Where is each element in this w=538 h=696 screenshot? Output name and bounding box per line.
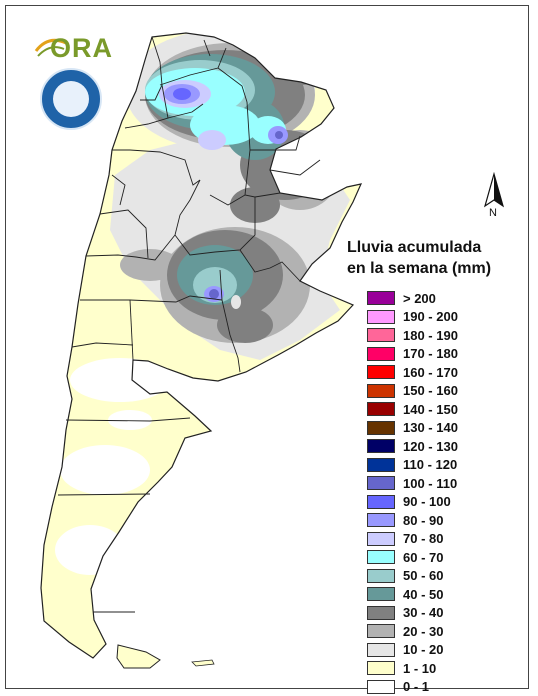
legend-label: 80 - 90 xyxy=(403,512,444,528)
legend-item: 1 - 10 xyxy=(367,659,517,678)
north-arrow-icon xyxy=(483,172,505,208)
legend-swatch xyxy=(367,476,395,491)
legend-item: 50 - 60 xyxy=(367,567,517,586)
legend-swatch xyxy=(367,642,395,657)
legend-label: 20 - 30 xyxy=(403,623,444,639)
legend-item: 190 - 200 xyxy=(367,308,517,327)
legend-label: 130 - 140 xyxy=(403,420,458,436)
legend-label: 100 - 110 xyxy=(403,475,458,491)
legend-swatch xyxy=(367,365,395,380)
legend-label: 70 - 80 xyxy=(403,531,444,547)
legend-label: 150 - 160 xyxy=(403,383,458,399)
legend-item: 0 - 1 xyxy=(367,678,517,696)
seal-center-icon xyxy=(53,81,89,117)
legend-item: 140 - 150 xyxy=(367,400,517,419)
legend: > 200 190 - 200 180 - 190 170 - 180 160 - 17… xyxy=(367,289,517,696)
legend-swatch xyxy=(367,309,395,324)
legend-label: 140 - 150 xyxy=(403,401,458,417)
legend-swatch xyxy=(367,587,395,602)
legend-item: 150 - 160 xyxy=(367,382,517,401)
legend-label: 120 - 130 xyxy=(403,438,458,454)
legend-item: 70 - 80 xyxy=(367,530,517,549)
legend-swatch xyxy=(367,328,395,343)
legend-item: 170 - 180 xyxy=(367,345,517,364)
legend-label: 1 - 10 xyxy=(403,660,437,676)
legend-swatch xyxy=(367,605,395,620)
legend-swatch xyxy=(367,291,395,306)
legend-swatch xyxy=(367,568,395,583)
legend-label: 190 - 200 xyxy=(403,309,458,325)
ora-logo-text: ORA xyxy=(50,33,113,63)
legend-item: 60 - 70 xyxy=(367,548,517,567)
legend-item: 100 - 110 xyxy=(367,474,517,493)
legend-item: 10 - 20 xyxy=(367,641,517,660)
legend-item: 30 - 40 xyxy=(367,604,517,623)
legend-label: 30 - 40 xyxy=(403,605,444,621)
legend-title: Lluvia acumulada en la semana (mm) xyxy=(347,237,491,279)
legend-item: > 200 xyxy=(367,289,517,308)
legend-swatch xyxy=(367,457,395,472)
legend-label: 60 - 70 xyxy=(403,549,444,565)
legend-swatch xyxy=(367,346,395,361)
legend-label: 160 - 170 xyxy=(403,364,458,380)
legend-label: 10 - 20 xyxy=(403,642,444,658)
legend-label: 170 - 180 xyxy=(403,346,458,362)
legend-item: 20 - 30 xyxy=(367,622,517,641)
legend-label: 110 - 120 xyxy=(403,457,458,473)
legend-label: 40 - 50 xyxy=(403,586,444,602)
legend-item: 110 - 120 xyxy=(367,456,517,475)
legend-label: 0 - 1 xyxy=(403,679,430,695)
legend-swatch xyxy=(367,624,395,639)
legend-swatch xyxy=(367,494,395,509)
legend-item: 180 - 190 xyxy=(367,326,517,345)
legend-swatch xyxy=(367,513,395,528)
legend-label: 50 - 60 xyxy=(403,568,444,584)
legend-item: 40 - 50 xyxy=(367,585,517,604)
legend-swatch xyxy=(367,531,395,546)
legend-swatch xyxy=(367,550,395,565)
ora-logo: ORA xyxy=(34,31,112,63)
legend-swatch xyxy=(367,402,395,417)
legend-item: 160 - 170 xyxy=(367,363,517,382)
legend-label: 180 - 190 xyxy=(403,327,458,343)
north-label: N xyxy=(489,207,497,219)
legend-title-line1: Lluvia acumulada xyxy=(347,239,482,256)
legend-label: 90 - 100 xyxy=(403,494,451,510)
legend-item: 120 - 130 xyxy=(367,437,517,456)
province-borders xyxy=(57,36,321,613)
legend-swatch xyxy=(367,661,395,676)
smn-seal-logo xyxy=(40,68,102,130)
legend-swatch xyxy=(367,383,395,398)
legend-item: 90 - 100 xyxy=(367,493,517,512)
legend-item: 80 - 90 xyxy=(367,511,517,530)
legend-swatch xyxy=(367,420,395,435)
legend-title-line2: en la semana (mm) xyxy=(347,260,492,277)
legend-label: > 200 xyxy=(403,290,436,306)
legend-swatch xyxy=(367,679,395,694)
tierra-del-fuego xyxy=(116,644,161,669)
legend-item: 130 - 140 xyxy=(367,419,517,438)
ora-swoosh-icon xyxy=(34,38,67,57)
legend-swatch xyxy=(367,439,395,454)
